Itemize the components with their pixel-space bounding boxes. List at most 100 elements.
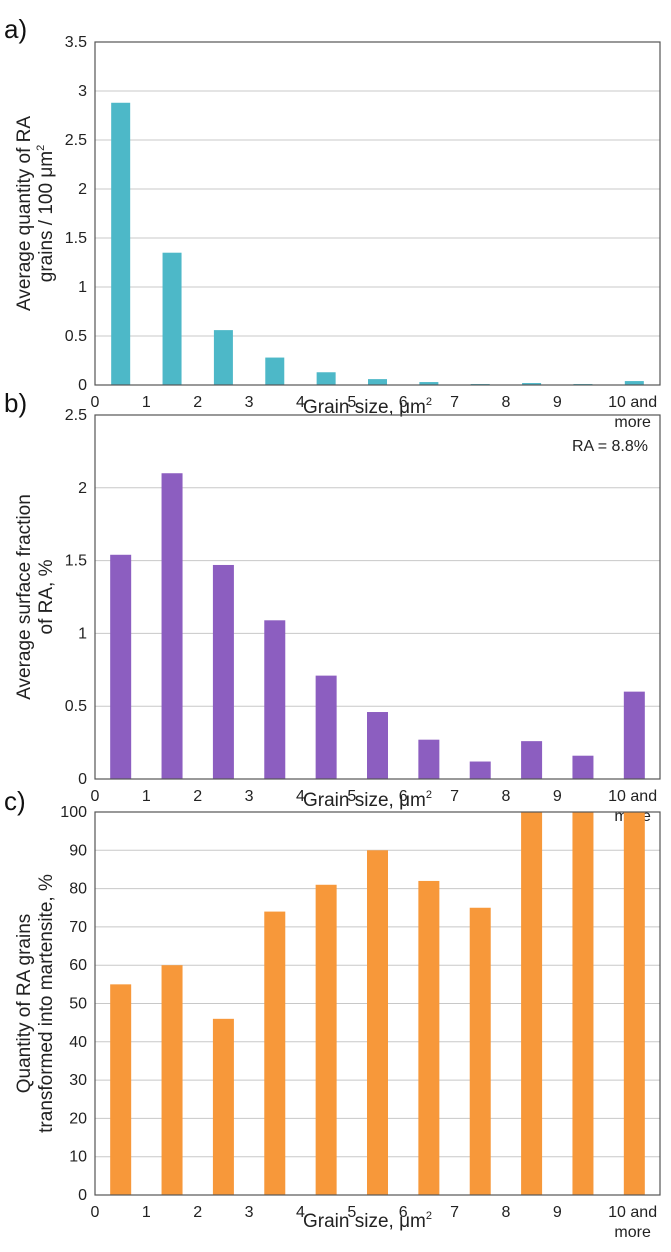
y-tick-label: 100 — [60, 804, 87, 821]
y-axis-label-line2: transformed into martensite, % — [36, 874, 57, 1133]
bar — [264, 911, 286, 1195]
bar — [623, 691, 645, 779]
y-tick-label: 2 — [78, 480, 87, 497]
x-tick-label: 1 — [142, 788, 151, 805]
bar — [265, 357, 285, 385]
y-axis-label: Quantity of RA grains transformed into ma… — [14, 874, 57, 1133]
x-tick-label: 4 — [296, 788, 305, 805]
x-tick-label: 7 — [450, 394, 459, 411]
bar — [623, 812, 645, 1195]
x-axis-label: Grain size, μm2 — [303, 396, 432, 418]
y-axis-label-line1: Average quantity of RA — [14, 116, 35, 311]
panel-label: a) — [4, 14, 27, 44]
x-tick-label: 6 — [399, 1204, 408, 1221]
y-tick-label: 60 — [69, 957, 87, 974]
y-tick-label: 0 — [78, 771, 87, 788]
x-axis-label: Grain size, μm2 — [303, 1210, 432, 1232]
y-tick-label: 2 — [78, 181, 87, 198]
y-axis-label: Average surface fraction of RA, % — [14, 494, 57, 700]
y-tick-label: 3 — [78, 83, 87, 100]
x-tick-label: 10 and — [608, 1204, 657, 1221]
x-axis-label-sup: 2 — [426, 1210, 432, 1222]
bar — [522, 383, 542, 385]
bar — [212, 1018, 234, 1195]
x-tick-label: 5 — [347, 788, 356, 805]
chart-panel-1: a) 0 0.5 1 1.5 2 2.5 3 3.5 0 1 2 3 4 5 6 7 8 9 10 and more Gr… — [4, 14, 661, 431]
y-tick-label: 2.5 — [65, 132, 87, 149]
bar — [418, 880, 440, 1195]
y-axis-label-sup: 2 — [35, 145, 47, 151]
x-tick-label: 6 — [399, 394, 408, 411]
bar — [367, 712, 388, 779]
bar — [162, 252, 182, 385]
x-tick-label: 7 — [450, 788, 459, 805]
bar — [624, 381, 644, 385]
x-tick-label: 6 — [399, 788, 408, 805]
x-axis-label-text: Grain size, μm — [303, 1211, 426, 1232]
bar — [469, 761, 491, 779]
x-tick-label: 5 — [347, 394, 356, 411]
y-tick-label: 0.5 — [65, 698, 87, 715]
x-tick-label: 0 — [91, 788, 100, 805]
y-tick-label: 40 — [69, 1034, 87, 1051]
bar — [161, 965, 183, 1195]
bar — [212, 564, 234, 779]
y-tick-label: 50 — [69, 996, 87, 1013]
x-tick-label: 2 — [193, 394, 202, 411]
bar — [572, 755, 594, 779]
bar — [315, 675, 337, 779]
x-tick-label-more: more — [614, 1224, 651, 1241]
y-tick-label: 20 — [69, 1110, 87, 1127]
x-tick-label: 8 — [501, 1204, 510, 1221]
y-axis-label-line2-text: grains / 100 μm — [36, 151, 57, 282]
panel-label: b) — [4, 388, 27, 418]
x-axis-label-text: Grain size, μm — [303, 790, 426, 811]
x-tick-label: 10 and — [608, 394, 657, 411]
y-tick-label: 1 — [78, 279, 87, 296]
bar — [368, 379, 387, 385]
y-axis-label-line2: of RA, % — [36, 559, 57, 634]
x-tick-label: 1 — [142, 1204, 151, 1221]
y-tick-label: 70 — [69, 919, 87, 936]
plot-frame — [94, 811, 661, 1196]
bar — [572, 812, 594, 1195]
x-axis-label-sup: 2 — [426, 396, 432, 408]
annotation: RA = 8.8% — [572, 438, 648, 455]
x-tick-label: 2 — [193, 788, 202, 805]
x-tick-label: 3 — [245, 788, 254, 805]
x-tick-label: 4 — [296, 1204, 305, 1221]
x-tick-label: 0 — [91, 394, 100, 411]
bar — [110, 984, 132, 1195]
x-axis-label-sup: 2 — [426, 789, 432, 801]
y-axis-label-line2: grains / 100 μm2 — [35, 145, 57, 282]
x-tick-label: 7 — [450, 1204, 459, 1221]
y-tick-label: 2.5 — [65, 407, 87, 424]
panel-label: c) — [4, 786, 26, 816]
y-axis-label: Average quantity of RA grains / 100 μm2 — [14, 116, 57, 311]
y-tick-label: 1 — [78, 625, 87, 642]
bar — [418, 739, 440, 779]
y-tick-label: 3.5 — [65, 34, 87, 51]
y-tick-label: 0 — [78, 377, 87, 394]
bar — [213, 330, 233, 385]
x-tick-label: 2 — [193, 1204, 202, 1221]
bar — [315, 884, 337, 1195]
x-tick-label: 10 and — [608, 788, 657, 805]
x-axis-label-text: Grain size, μm — [303, 397, 426, 418]
y-tick-label: 0.5 — [65, 328, 87, 345]
bar — [521, 812, 543, 1195]
x-tick-label: 5 — [347, 1204, 356, 1221]
bar — [521, 741, 543, 779]
y-tick-label: 90 — [69, 842, 87, 859]
bar — [264, 620, 286, 779]
x-tick-label: 1 — [142, 394, 151, 411]
bar — [316, 372, 336, 385]
y-tick-label: 0 — [78, 1187, 87, 1204]
y-axis-label-line2-text: transformed into martensite, % — [36, 874, 57, 1133]
x-tick-label-more: more — [614, 414, 651, 431]
x-tick-label: 8 — [501, 394, 510, 411]
y-axis-label-line2-text: of RA, % — [36, 559, 57, 634]
